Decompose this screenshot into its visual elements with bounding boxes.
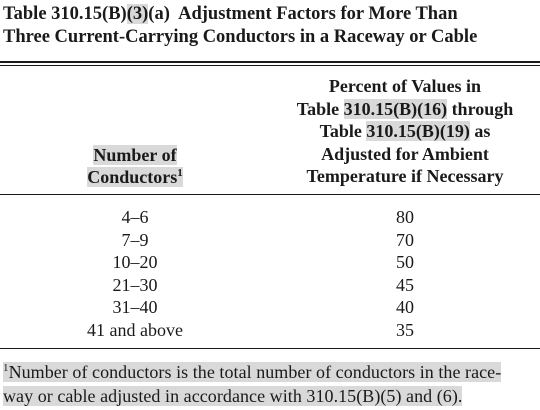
title-table-ref-highlight: (3) <box>126 4 149 24</box>
column-header-conductors-label-2: Conductors1 <box>87 167 183 187</box>
title-line-1: Table 310.15(B)(3)(a) Adjustment Factors… <box>3 3 537 26</box>
column-header-conductors: Number of Conductors1 <box>60 144 210 188</box>
column-header-conductors-label-1: Number of <box>93 145 177 165</box>
footnote-line-1-text: Number of conductors is the total number… <box>8 362 502 382</box>
table-row: 4–6 80 <box>0 206 540 229</box>
table-row: 7–9 70 <box>0 229 540 252</box>
footnote-marker: 1 <box>3 362 9 374</box>
footnote-reference: 1 <box>177 167 183 179</box>
title-line-2: Three Current-Carrying Conductors in a R… <box>3 27 478 47</box>
table-title: Table 310.15(B)(3)(a) Adjustment Factors… <box>3 3 537 49</box>
title-text-line-1: Adjustment Factors for More Than <box>178 4 458 24</box>
footnote-line-2-text: way or cable adjusted in accordance with… <box>3 386 463 406</box>
column-header-conductors-line-2: Conductors1 <box>60 166 210 188</box>
table-row: 21–30 45 <box>0 274 540 297</box>
column-header-percent: Percent of Values in Table 310.15(B)(16)… <box>262 75 540 188</box>
percent-cell: 80 <box>396 207 414 227</box>
title-table-ref-pre: Table 310.15(B) <box>3 4 127 24</box>
column-header-percent-line-3-post: as <box>469 121 491 141</box>
percent-cell: 45 <box>396 274 414 295</box>
percent-cell: 70 <box>396 229 414 250</box>
footnote-line-1-highlight: 1Number of conductors is the total numbe… <box>3 362 502 382</box>
column-header-percent-line-4: Adjusted for Ambient <box>321 143 489 164</box>
table-row: 41 and above 35 <box>0 319 540 342</box>
table-row: 10–20 50 <box>0 251 540 274</box>
column-header-percent-line-3: Table 310.15(B)(19) as <box>262 120 540 143</box>
conductors-cell: 7–9 <box>121 229 149 250</box>
conductors-cell: 41 and above <box>87 319 183 340</box>
column-header-conductors-line-1: Number of <box>60 144 210 166</box>
percent-cell: 35 <box>396 319 414 340</box>
table-row: 31–40 40 <box>0 296 540 319</box>
column-header-conductors-text: Conductors <box>87 167 178 187</box>
column-header-percent-line-5: Temperature if Necessary <box>306 166 504 186</box>
header-top-rule-thin <box>0 65 540 66</box>
conductors-cell: 21–30 <box>112 274 158 295</box>
table-bottom-rule <box>0 348 540 349</box>
footnote-line-2: way or cable adjusted in accordance with… <box>3 384 537 408</box>
table-reference-19: 310.15(B)(19) <box>366 121 470 141</box>
conductors-cell: 4–6 <box>121 207 149 227</box>
table-footnote: 1Number of conductors is the total numbe… <box>3 360 537 408</box>
table-body: 4–6 80 7–9 70 10–20 50 21–30 45 31–40 40… <box>0 206 540 341</box>
percent-cell: 50 <box>396 252 414 272</box>
footnote-line-1: 1Number of conductors is the total numbe… <box>3 360 537 384</box>
header-bottom-rule <box>0 194 540 195</box>
column-header-percent-line-2: Table 310.15(B)(16) through <box>262 98 540 121</box>
percent-cell: 40 <box>396 297 414 317</box>
conductors-cell: 31–40 <box>112 297 158 317</box>
header-top-rule <box>0 61 540 63</box>
conductors-cell: 10–20 <box>112 252 158 272</box>
title-table-ref-post: (a) <box>148 4 170 24</box>
column-header-percent-line-3-pre: Table <box>319 121 367 141</box>
column-header-percent-line-1: Percent of Values in <box>328 76 482 96</box>
column-header-percent-line-2-pre: Table <box>296 98 344 119</box>
column-header-percent-line-2-post: through <box>447 98 514 119</box>
table-reference-16: 310.15(B)(16) <box>343 98 448 119</box>
